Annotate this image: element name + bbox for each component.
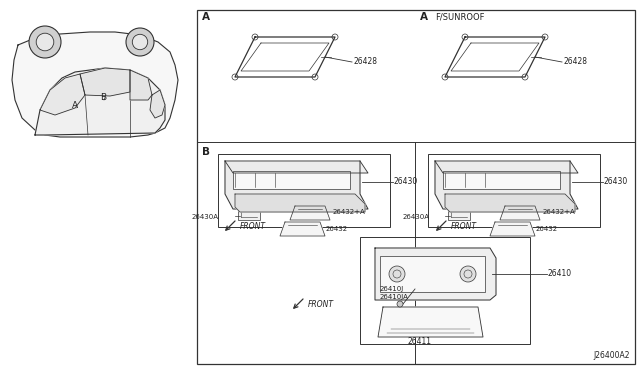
Circle shape xyxy=(132,34,148,50)
Polygon shape xyxy=(130,70,152,100)
Text: 26430A: 26430A xyxy=(192,214,219,220)
Bar xyxy=(197,10,635,364)
Polygon shape xyxy=(40,74,85,115)
Text: A: A xyxy=(420,12,428,22)
Polygon shape xyxy=(435,161,578,173)
Text: A: A xyxy=(72,101,78,110)
Bar xyxy=(233,171,350,189)
Polygon shape xyxy=(435,161,578,209)
Text: 26432+A: 26432+A xyxy=(543,209,576,215)
Text: 26410J: 26410J xyxy=(380,286,404,292)
Polygon shape xyxy=(235,194,365,212)
Bar xyxy=(360,237,530,344)
Text: FRONT: FRONT xyxy=(240,222,266,231)
Bar xyxy=(238,206,260,220)
Polygon shape xyxy=(375,248,496,300)
Text: 26432+A: 26432+A xyxy=(333,209,365,215)
Polygon shape xyxy=(500,206,540,220)
Text: F/SUNROOF: F/SUNROOF xyxy=(435,13,484,22)
Text: 26411: 26411 xyxy=(408,337,432,346)
Bar xyxy=(443,171,560,189)
Text: 26410JA: 26410JA xyxy=(380,294,409,300)
Bar xyxy=(218,154,390,227)
Polygon shape xyxy=(12,32,178,137)
Text: 26410: 26410 xyxy=(548,269,572,279)
Text: A: A xyxy=(202,12,210,22)
Text: 26430: 26430 xyxy=(604,177,628,186)
Text: B: B xyxy=(202,147,210,157)
Text: FRONT: FRONT xyxy=(308,300,334,309)
Text: 26432: 26432 xyxy=(326,226,348,232)
Circle shape xyxy=(460,266,476,282)
Polygon shape xyxy=(280,222,325,236)
Circle shape xyxy=(29,26,61,58)
Polygon shape xyxy=(80,68,130,96)
Circle shape xyxy=(397,301,403,307)
Bar xyxy=(380,256,485,292)
Polygon shape xyxy=(225,161,368,173)
Text: 26432: 26432 xyxy=(536,226,558,232)
Text: B: B xyxy=(100,93,106,102)
Polygon shape xyxy=(290,206,330,220)
Circle shape xyxy=(36,33,54,51)
Polygon shape xyxy=(490,222,535,236)
Text: J26400A2: J26400A2 xyxy=(593,351,630,360)
Polygon shape xyxy=(35,68,165,135)
Polygon shape xyxy=(225,161,368,209)
Text: 26430: 26430 xyxy=(394,177,419,186)
Text: 26428: 26428 xyxy=(353,58,377,67)
Bar xyxy=(448,206,470,220)
Text: 26428: 26428 xyxy=(563,58,587,67)
Text: FRONT: FRONT xyxy=(451,222,477,231)
Polygon shape xyxy=(445,194,575,212)
Circle shape xyxy=(389,266,405,282)
Polygon shape xyxy=(378,307,483,337)
Bar xyxy=(428,154,600,227)
Text: 26430A: 26430A xyxy=(403,214,430,220)
Circle shape xyxy=(126,28,154,56)
Polygon shape xyxy=(150,90,165,118)
